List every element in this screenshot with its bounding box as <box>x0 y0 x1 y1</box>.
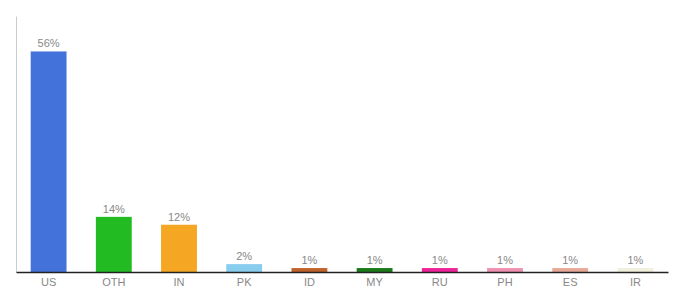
value-label: 1% <box>627 254 643 266</box>
bar <box>487 268 523 272</box>
x-tick-label: OTH <box>102 276 125 288</box>
x-tick-label: IR <box>630 276 641 288</box>
bar <box>161 225 197 272</box>
bar <box>422 268 458 272</box>
bar <box>617 268 653 272</box>
x-tick-label: PK <box>237 276 252 288</box>
x-tick: OTH <box>102 272 125 288</box>
x-tick: RU <box>432 272 448 288</box>
value-label: 2% <box>236 250 252 262</box>
value-label: 1% <box>562 254 578 266</box>
bar <box>31 51 67 272</box>
x-axis: US OTH IN PK ID MY RU PH ES IR <box>17 272 669 288</box>
bar <box>552 268 588 272</box>
x-tick: MY <box>366 272 383 288</box>
chart-container: 56% 14% 12% 2% 1% 1% 1% 1% 1% 1% US OTH IN PK ID MY RU PH… <box>0 0 680 300</box>
bar <box>96 217 132 272</box>
x-tick: PK <box>237 272 252 288</box>
x-axis-line <box>17 272 669 274</box>
plot-area: 56% 14% 12% 2% 1% 1% 1% 1% 1% 1% US OTH IN PK ID MY RU PH… <box>17 17 669 288</box>
bar <box>226 264 262 272</box>
value-label: 1% <box>497 254 513 266</box>
x-tick-label: RU <box>432 276 448 288</box>
value-label: 12% <box>168 211 190 223</box>
x-tick-label: PH <box>497 276 512 288</box>
x-tick: ID <box>304 272 315 288</box>
value-label: 1% <box>301 254 317 266</box>
value-label: 14% <box>103 203 125 215</box>
value-label: 1% <box>367 254 383 266</box>
bars <box>31 51 654 272</box>
y-axis <box>16 17 17 273</box>
x-tick-label: US <box>41 276 56 288</box>
x-tick: PH <box>497 272 512 288</box>
value-labels: 56% 14% 12% 2% 1% 1% 1% 1% 1% 1% <box>38 37 644 266</box>
chart-svg: 56% 14% 12% 2% 1% 1% 1% 1% 1% 1% US OTH IN PK ID MY RU PH… <box>0 0 680 300</box>
x-tick-label: MY <box>366 276 383 288</box>
x-tick-label: ES <box>563 276 578 288</box>
x-tick: IR <box>630 272 641 288</box>
value-label: 56% <box>38 37 60 49</box>
y-axis-line <box>16 17 17 273</box>
x-tick: IN <box>174 272 185 288</box>
x-tick-label: IN <box>174 276 185 288</box>
bar <box>291 268 327 272</box>
x-tick-label: ID <box>304 276 315 288</box>
value-label: 1% <box>432 254 448 266</box>
bar <box>357 268 393 272</box>
x-tick: US <box>41 272 56 288</box>
x-tick: ES <box>563 272 578 288</box>
